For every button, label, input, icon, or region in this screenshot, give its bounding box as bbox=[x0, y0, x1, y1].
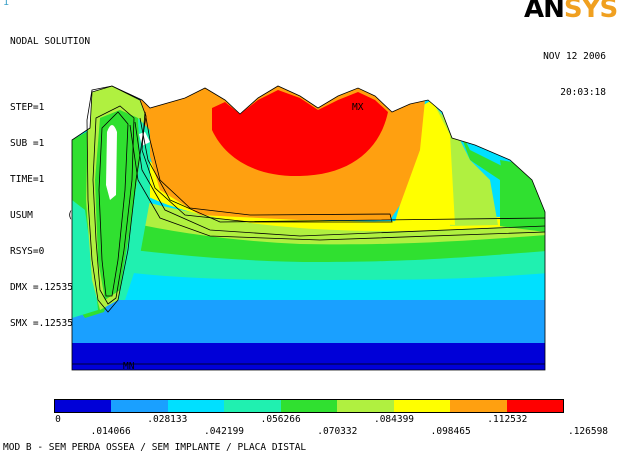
legend-swatch bbox=[450, 400, 507, 412]
legend-label: .014066 bbox=[90, 426, 131, 437]
contour-field bbox=[72, 86, 545, 370]
legend-colorbar bbox=[54, 399, 564, 413]
model-caption: MOD B - SEM PERDA OSSEA / SEM IMPLANTE /… bbox=[3, 442, 307, 453]
legend-swatch bbox=[167, 400, 225, 412]
legend-label: .070332 bbox=[317, 426, 358, 437]
rsys-value: RSYS=0 bbox=[10, 246, 45, 257]
legend-label: .112532 bbox=[487, 414, 528, 425]
max-marker: MX bbox=[352, 102, 364, 113]
legend-label: .126598 bbox=[567, 426, 609, 437]
mesh-outlines bbox=[71, 85, 546, 371]
step-value: STEP=1 bbox=[10, 102, 45, 113]
legend-swatch bbox=[111, 400, 168, 412]
legend-swatch bbox=[393, 400, 451, 412]
legend-label: 0 bbox=[55, 414, 61, 425]
legend-label: .084399 bbox=[373, 414, 415, 425]
legend-label: .098465 bbox=[430, 426, 471, 437]
legend-label: .056266 bbox=[260, 414, 301, 425]
legend-swatch bbox=[506, 400, 563, 412]
window-number: 1 bbox=[3, 0, 10, 8]
result-info-block: NODAL SOLUTION STEP=1 SUB =1 TIME=1 USUM… bbox=[10, 12, 96, 342]
ansys-logo: ANSYS bbox=[524, 0, 618, 24]
legend-swatch bbox=[280, 400, 338, 412]
time-text: 20:03:18 bbox=[560, 87, 606, 98]
time-value: TIME=1 bbox=[10, 174, 45, 185]
smx-value: SMX =.125354 bbox=[10, 318, 79, 329]
result-title: NODAL SOLUTION bbox=[10, 36, 91, 47]
legend-label: .028133 bbox=[147, 414, 188, 425]
date-text: NOV 12 2006 bbox=[543, 51, 606, 62]
legend-label: .042199 bbox=[203, 426, 245, 437]
legend-swatch bbox=[337, 400, 394, 412]
date-time-block: NOV 12 2006 20:03:18 bbox=[543, 27, 606, 111]
min-marker: MN bbox=[123, 361, 135, 372]
legend-swatch bbox=[224, 400, 281, 412]
dmx-value: DMX =.125354 bbox=[10, 282, 79, 293]
legend-swatch bbox=[55, 400, 112, 412]
substep-value: SUB =1 bbox=[10, 138, 45, 149]
